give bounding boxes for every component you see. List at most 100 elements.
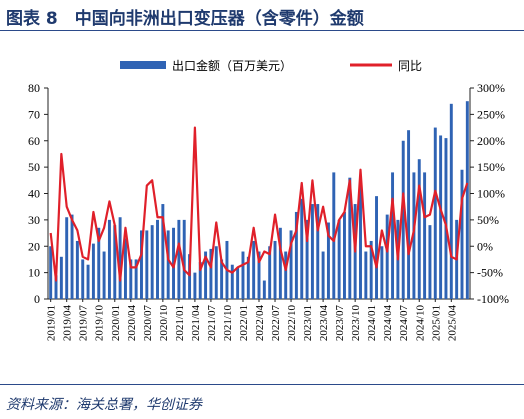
right-tick-label: 0% — [477, 239, 493, 253]
bar — [428, 225, 432, 299]
x-tick-label: 2021/04 — [190, 305, 202, 342]
bar — [102, 251, 106, 299]
x-tick-label: 2023/01 — [302, 305, 314, 341]
left-tick-label: 30 — [28, 213, 40, 227]
bar — [337, 219, 341, 300]
bar — [294, 211, 298, 299]
bar — [161, 204, 165, 299]
x-tick-label: 2020/04 — [126, 305, 138, 342]
bar — [391, 172, 395, 299]
left-tick-label: 20 — [28, 239, 40, 253]
bar — [134, 259, 138, 299]
bar — [364, 251, 368, 299]
x-tick-label: 2019/01 — [46, 305, 58, 341]
legend-bar-label: 出口金额（百万美元） — [172, 58, 292, 73]
bar — [86, 264, 90, 299]
bar — [177, 219, 181, 300]
bar — [129, 259, 133, 299]
bar — [460, 169, 464, 299]
bar-series — [49, 101, 469, 300]
right-tick-label: -50% — [477, 266, 503, 280]
bar — [257, 251, 261, 299]
figure-title: 图表 8 中国向非洲出口变压器（含零件）金额 — [6, 9, 364, 29]
left-tick-label: 70 — [28, 107, 40, 121]
x-tick-label: 2025/01 — [430, 305, 442, 341]
bar — [140, 230, 143, 299]
legend: 出口金额（百万美元） 同比 — [120, 58, 422, 73]
bottom-rule — [0, 384, 524, 385]
bar — [305, 219, 309, 300]
right-tick-label: 150% — [477, 160, 505, 174]
bar — [188, 254, 192, 299]
legend-line-label: 同比 — [398, 59, 422, 73]
title-rule — [0, 30, 524, 31]
bar — [220, 259, 224, 299]
legend-bar-swatch — [120, 61, 166, 69]
bar — [348, 177, 352, 299]
x-tick-label: 2024/07 — [398, 305, 410, 342]
bar — [252, 240, 256, 299]
bar — [91, 243, 95, 299]
bar — [321, 251, 325, 299]
bar — [417, 159, 421, 299]
bar — [193, 272, 197, 300]
bar — [300, 198, 304, 299]
x-tick-label: 2023/07 — [334, 305, 346, 342]
x-tick-label: 2019/10 — [94, 305, 106, 342]
bar — [407, 130, 411, 299]
bar — [326, 222, 330, 299]
x-tick-label: 2020/01 — [110, 305, 122, 341]
bar — [118, 217, 122, 299]
bar — [449, 103, 453, 299]
x-tick-label: 2023/04 — [318, 305, 330, 342]
left-tick-label: 80 — [28, 81, 40, 95]
bar — [70, 214, 74, 299]
bar — [81, 259, 85, 299]
right-tick-label: 300% — [477, 81, 505, 95]
x-tick-label: 2021/07 — [206, 305, 218, 342]
bar — [59, 256, 63, 299]
left-tick-label: 0 — [34, 292, 40, 306]
x-tick-label: 2025/04 — [446, 305, 458, 342]
bar — [273, 240, 277, 299]
bar — [433, 127, 437, 299]
left-tick-label: 40 — [28, 187, 40, 201]
bar — [123, 238, 127, 299]
x-tick-label: 2019/04 — [62, 305, 74, 342]
axes: 0 10 20 30 40 50 60 70 80 -100% -50% 0% 50% 100% 150% 2… — [28, 81, 509, 341]
bar — [262, 280, 266, 299]
left-tick-label: 10 — [28, 266, 40, 280]
bar — [236, 267, 240, 299]
bar — [97, 227, 101, 299]
bar — [439, 135, 443, 299]
bar — [156, 219, 159, 300]
bar — [107, 219, 111, 300]
yoy-line — [49, 126, 469, 282]
x-tick-label: 2022/04 — [254, 305, 266, 342]
bar — [284, 251, 288, 299]
x-tick-label: 2022/07 — [270, 305, 282, 342]
bar — [316, 204, 320, 299]
bar — [289, 230, 293, 299]
bar — [54, 275, 58, 299]
right-tick-label: 250% — [477, 107, 505, 121]
bar — [401, 140, 405, 299]
right-tick-label: 100% — [477, 187, 505, 201]
x-tick-label: 2024/01 — [366, 305, 378, 341]
bar — [332, 172, 336, 299]
x-tick-label: 2023/10 — [350, 305, 362, 342]
yoy-line-series — [49, 126, 469, 282]
bar — [198, 262, 202, 299]
bar — [230, 264, 234, 299]
bar — [209, 248, 213, 299]
x-tick-label: 2020/10 — [158, 305, 170, 342]
right-tick-label: -100% — [477, 292, 509, 306]
x-tick-label: 2021/10 — [222, 305, 234, 342]
x-tick-label: 2021/01 — [174, 305, 186, 341]
title-bar: 图表 8 中国向非洲出口变压器（含零件）金额 — [0, 0, 524, 30]
bar — [343, 211, 346, 299]
bar — [369, 240, 373, 299]
bar — [310, 204, 314, 299]
x-tick-label: 2022/10 — [286, 305, 298, 342]
bar — [423, 172, 427, 299]
